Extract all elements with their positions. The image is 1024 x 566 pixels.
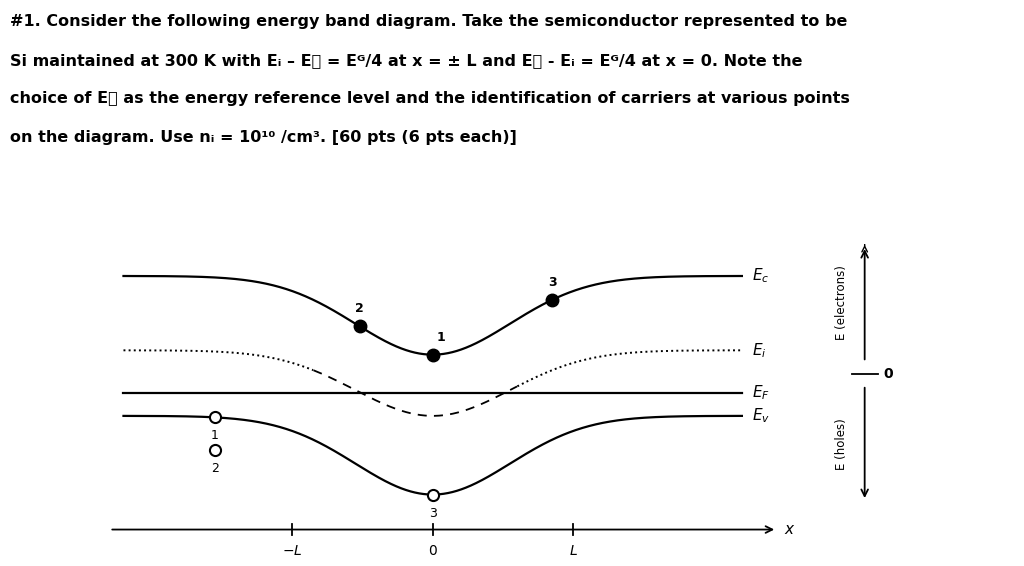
Text: #1. Consider the following energy band diagram. Take the semiconductor represent: #1. Consider the following energy band d…: [10, 14, 848, 29]
Text: 3: 3: [429, 507, 436, 520]
Text: E (electrons): E (electrons): [836, 265, 848, 340]
Text: choice of Eⰹ as the energy reference level and the identification of carriers at: choice of Eⰹ as the energy reference lev…: [10, 91, 850, 106]
Text: $E_F$: $E_F$: [752, 384, 770, 402]
Text: 1: 1: [437, 331, 445, 344]
Text: $x$: $x$: [784, 522, 796, 537]
Text: $E_v$: $E_v$: [752, 406, 770, 425]
Text: 2: 2: [211, 462, 219, 475]
Text: 0: 0: [884, 367, 893, 380]
Text: $E_c$: $E_c$: [752, 267, 769, 285]
Text: $-L$: $-L$: [282, 544, 302, 558]
Text: $0$: $0$: [428, 544, 437, 558]
Text: 3: 3: [548, 276, 556, 289]
Text: $E_i$: $E_i$: [752, 341, 766, 359]
Text: $L$: $L$: [568, 544, 578, 558]
Text: 2: 2: [355, 302, 364, 315]
Text: on the diagram. Use nᵢ = 10¹⁰ /cm³. [60 pts (6 pts each)]: on the diagram. Use nᵢ = 10¹⁰ /cm³. [60 …: [10, 130, 517, 145]
Text: Si maintained at 300 K with Eᵢ – Eⰹ = Eᴳ/4 at x = ± L and Eⰹ - Eᵢ = Eᴳ/4 at x = : Si maintained at 300 K with Eᵢ – Eⰹ = Eᴳ…: [10, 53, 803, 68]
Text: 1: 1: [211, 430, 219, 443]
Text: E (holes): E (holes): [836, 418, 848, 470]
